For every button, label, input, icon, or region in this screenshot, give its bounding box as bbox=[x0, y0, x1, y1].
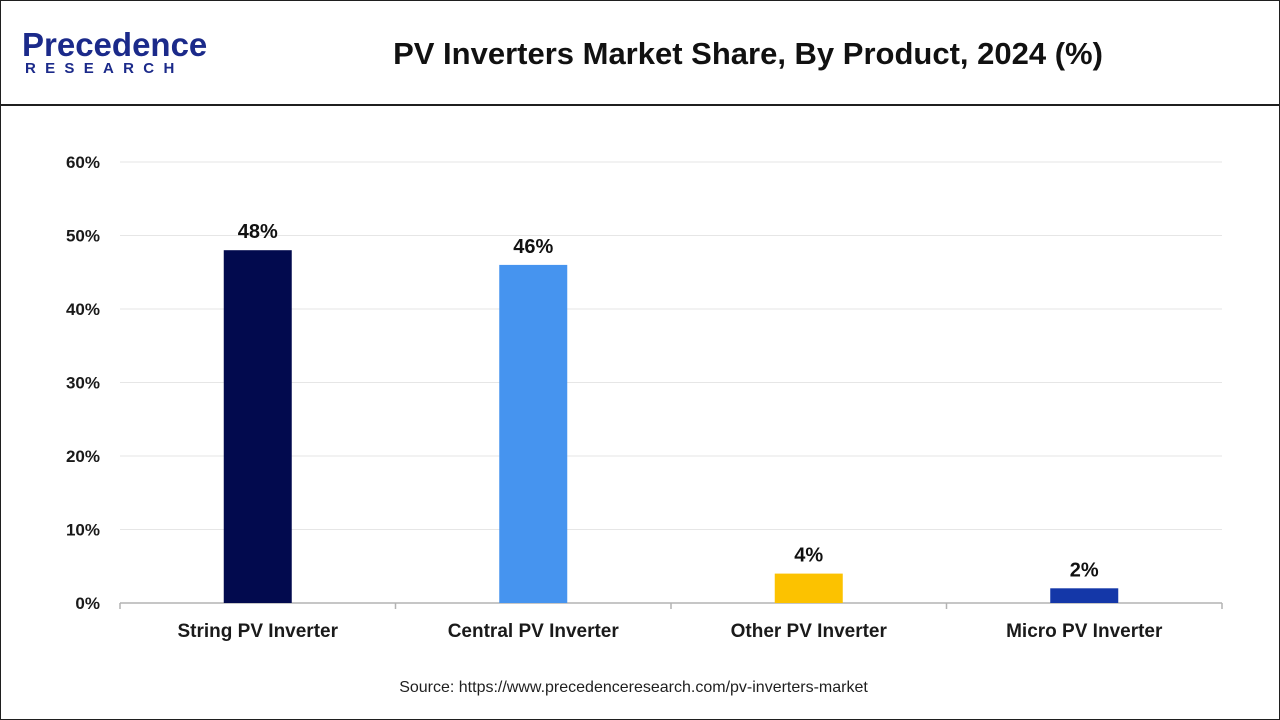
category-label: Micro PV Inverter bbox=[1006, 621, 1163, 642]
bar bbox=[774, 573, 843, 603]
y-tick-label: 0% bbox=[75, 594, 100, 613]
chart-title: PV Inverters Market Share, By Product, 2… bbox=[393, 36, 1103, 71]
category-label: Other PV Inverter bbox=[731, 621, 888, 642]
category-label: String PV Inverter bbox=[178, 621, 339, 642]
category-label: Central PV Inverter bbox=[448, 621, 620, 642]
logo-wordmark: Precedence bbox=[22, 26, 208, 63]
bar bbox=[223, 250, 292, 603]
precedence-research-logo: Precedence RESEARCH bbox=[22, 26, 222, 86]
logo-subtext: RESEARCH bbox=[25, 60, 184, 77]
y-tick-label: 50% bbox=[66, 227, 100, 246]
y-tick-label: 10% bbox=[66, 521, 100, 540]
y-tick-label: 30% bbox=[66, 374, 100, 393]
y-tick-label: 60% bbox=[66, 153, 100, 172]
bar bbox=[499, 264, 568, 603]
data-label: 2% bbox=[1070, 559, 1099, 581]
y-tick-label: 40% bbox=[66, 300, 100, 319]
bar bbox=[1050, 588, 1119, 603]
source-note: Source: https://www.precedenceresearch.c… bbox=[399, 679, 868, 696]
data-label: 46% bbox=[513, 236, 553, 258]
data-label: 48% bbox=[238, 221, 278, 243]
y-tick-label: 20% bbox=[66, 447, 100, 466]
header: Precedence RESEARCH PV Inverters Market … bbox=[0, 0, 1280, 106]
data-label: 4% bbox=[794, 545, 823, 567]
